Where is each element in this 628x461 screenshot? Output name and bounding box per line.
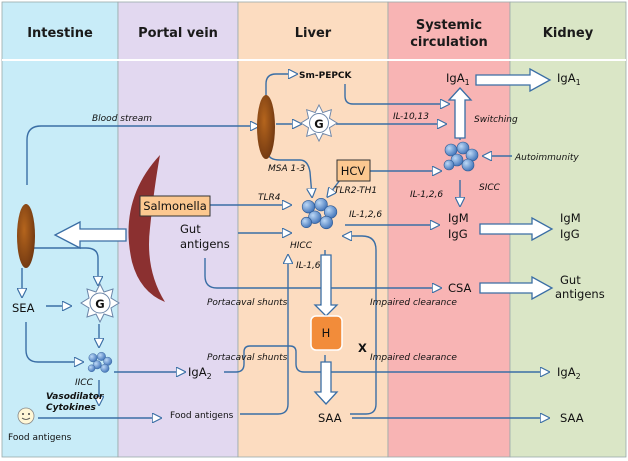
food-antigens-intestine: Food antigens bbox=[8, 433, 72, 443]
gut-antigens-kidney-line2: antigens bbox=[555, 287, 605, 301]
salmonella-box bbox=[139, 195, 211, 217]
salmonella-label: Salmonella bbox=[143, 199, 207, 213]
label-il-1-2-6-systemic: IL-1,2,6 bbox=[410, 190, 443, 200]
label-cytokines: Cytokines bbox=[46, 403, 97, 413]
label-switching: Switching bbox=[474, 115, 518, 125]
csa: CSA bbox=[448, 281, 472, 295]
gut-antigens-line2: antigens bbox=[180, 237, 230, 251]
label-tlr2: TLR2-TH1 bbox=[334, 186, 377, 196]
saa-liver: SAA bbox=[318, 411, 342, 425]
block-arrow-csa bbox=[479, 275, 554, 301]
iga1-systemic: IgA1 bbox=[446, 71, 470, 87]
iga1-kidney: IgA1 bbox=[557, 71, 581, 87]
label-il-1-2-6-liver: IL-1,2,6 bbox=[349, 210, 382, 220]
label-autoimmunity: Autoimmunity bbox=[514, 153, 579, 163]
label-iicc: IICC bbox=[75, 378, 94, 388]
block-arrow-switching bbox=[447, 87, 473, 139]
label-il-10-13: IL-10,13 bbox=[393, 112, 429, 122]
label-impaired-2: Impaired clearance bbox=[370, 353, 457, 363]
igg-kidney: IgG bbox=[560, 227, 580, 241]
sea: SEA bbox=[12, 301, 35, 315]
igg-systemic: IgG bbox=[448, 227, 468, 241]
h-label: H bbox=[322, 326, 331, 340]
block-arrow-h-to-saa bbox=[313, 361, 339, 405]
igm-kidney: IgM bbox=[560, 211, 581, 225]
header-portal-vein: Portal vein bbox=[138, 26, 218, 41]
gut-antigens-line1: Gut bbox=[180, 222, 201, 236]
spleen-organ bbox=[128, 155, 165, 302]
header-systemic-line1: Systemic bbox=[416, 18, 482, 33]
header-kidney: Kidney bbox=[543, 26, 594, 41]
x-mark: X bbox=[358, 341, 367, 355]
column-liver bbox=[237, 1, 389, 458]
liver-organ bbox=[257, 95, 275, 159]
header-liver: Liver bbox=[295, 26, 332, 41]
label-portacaval-2: Portacaval shunts bbox=[207, 353, 288, 363]
h-box bbox=[310, 315, 343, 351]
header-intestine: Intestine bbox=[27, 26, 93, 41]
block-arrow-iga1 bbox=[475, 67, 552, 93]
gut-antigens-kidney-line1: Gut bbox=[560, 273, 581, 287]
label-il-1-6: IL-1,6 bbox=[296, 261, 321, 271]
block-arrow-to-intestine bbox=[53, 220, 127, 250]
hcv-box bbox=[336, 159, 371, 182]
label-msa: MSA 1-3 bbox=[268, 164, 305, 174]
intestine-organ bbox=[17, 204, 35, 268]
label-tlr4: TLR4 bbox=[258, 193, 281, 203]
g-liver-label: G bbox=[314, 117, 323, 131]
igm-systemic: IgM bbox=[448, 211, 469, 225]
label-vasodilator: Vasodilator bbox=[46, 392, 104, 402]
food-antigens-portal: Food antigens bbox=[170, 411, 234, 421]
label-hicc: HICC bbox=[290, 241, 313, 251]
block-arrow-hicc-to-h bbox=[313, 254, 339, 317]
g-intestine-label: G bbox=[95, 297, 104, 311]
label-portacaval-1: Portacaval shunts bbox=[207, 298, 288, 308]
header-systemic-line2: circulation bbox=[410, 35, 488, 50]
block-arrow-igm bbox=[479, 216, 554, 242]
iga2-kidney: IgA2 bbox=[557, 365, 581, 381]
label-sicc: SICC bbox=[479, 183, 501, 193]
hcv-label: HCV bbox=[341, 164, 366, 178]
saa-kidney: SAA bbox=[560, 411, 584, 425]
sm-pepck: Sm-PEPCK bbox=[299, 71, 353, 81]
iga2-portal: IgA2 bbox=[188, 365, 212, 381]
label-blood-stream: Blood stream bbox=[92, 114, 152, 124]
food-smiley-icon bbox=[17, 407, 35, 425]
label-impaired-1: Impaired clearance bbox=[370, 298, 457, 308]
